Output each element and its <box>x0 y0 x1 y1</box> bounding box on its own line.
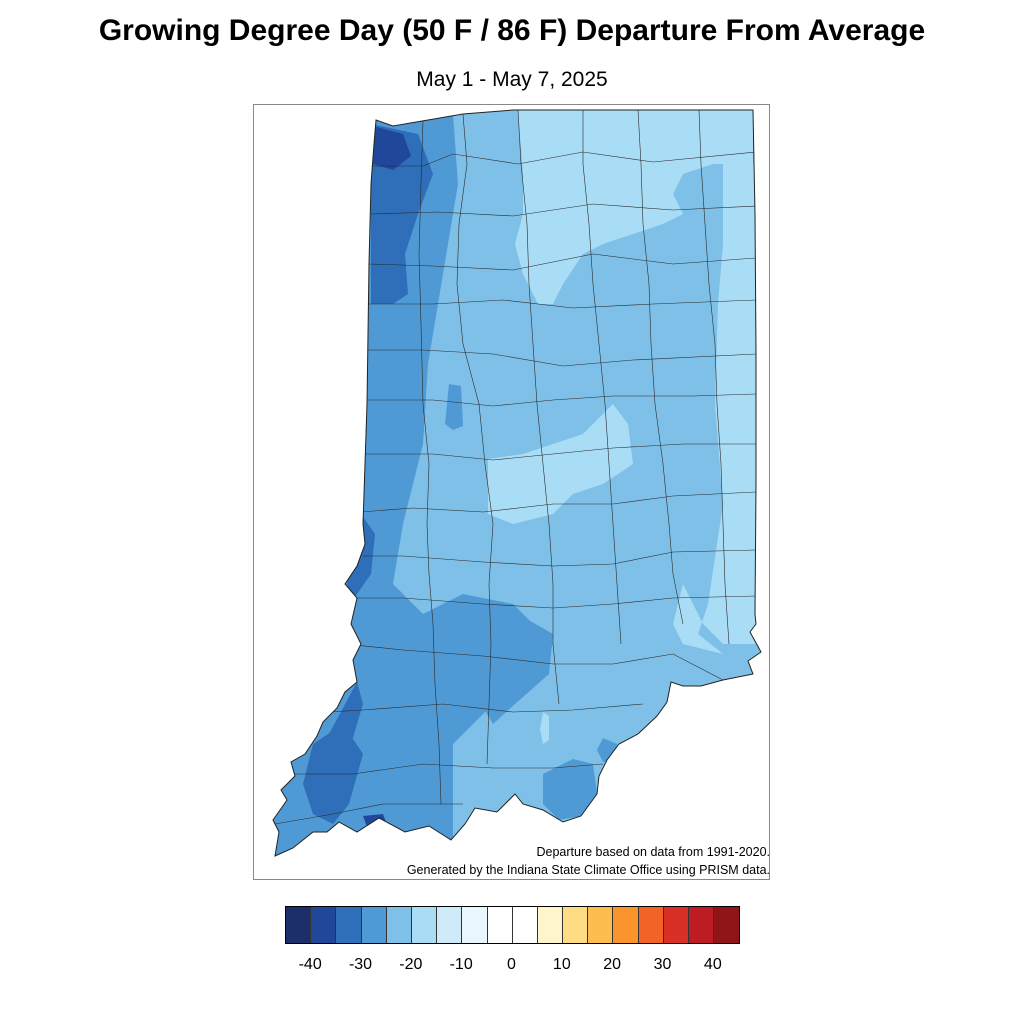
state-outline <box>272 109 762 857</box>
zone-southcentral-25 <box>478 614 553 724</box>
legend-swatch <box>487 907 513 943</box>
legend-ticks: -40 -30 -20 -10 0 10 20 30 40 <box>285 956 738 980</box>
legend-swatch <box>663 907 689 943</box>
county-line <box>366 393 757 407</box>
county-line <box>517 110 560 705</box>
county-line <box>418 119 442 805</box>
county-line <box>698 110 730 645</box>
legend-tick-label: 0 <box>507 956 516 973</box>
county-line <box>360 491 757 513</box>
zone-west-35 <box>347 514 375 604</box>
generated-by-note: Generated by the Indiana State Climate O… <box>406 863 770 877</box>
legend-tick-label: 40 <box>703 956 722 973</box>
zone-northwest-40 <box>373 126 411 170</box>
data-source-note: Departure based on data from 1991-2020. <box>536 845 771 859</box>
county-line <box>368 299 757 309</box>
legend-tick-label: 30 <box>653 956 672 973</box>
legend-swatch <box>537 907 564 943</box>
zone-central-15 <box>488 404 633 524</box>
legend-swatch <box>411 907 438 943</box>
county-line <box>344 643 724 681</box>
zone-south-15 <box>540 712 549 744</box>
legend-swatch <box>286 907 312 943</box>
legend-tick-label: -10 <box>449 956 473 973</box>
county-line <box>456 113 494 765</box>
county-line <box>365 443 756 461</box>
zone-southeast-25 <box>543 759 597 820</box>
legend-swatch <box>361 907 387 943</box>
color-legend <box>285 906 741 944</box>
legend-swatch <box>613 907 639 943</box>
legend-swatch <box>563 907 589 943</box>
legend-tick-label: -20 <box>399 956 423 973</box>
county-boundaries <box>274 110 757 825</box>
legend-swatch <box>512 907 538 943</box>
legend-swatch <box>437 907 463 943</box>
county-line <box>371 151 757 167</box>
county-line <box>367 349 757 367</box>
map-title: Growing Degree Day (50 F / 86 F) Departu… <box>98 14 926 47</box>
zone-westcentral-dot <box>445 384 463 430</box>
zone-east-15 <box>673 164 756 654</box>
county-line <box>582 110 622 645</box>
legend-swatch <box>311 907 337 943</box>
map-subtitle: May 1 - May 7, 2025 <box>416 68 608 91</box>
county-line <box>637 110 684 625</box>
legend-swatch <box>689 907 715 943</box>
county-line <box>368 253 757 271</box>
legend-swatch <box>462 907 488 943</box>
zone-northwest-35 <box>371 124 433 304</box>
county-line <box>370 203 757 217</box>
legend-tick-label: 20 <box>603 956 622 973</box>
legend-tick-label: -40 <box>298 956 322 973</box>
legend-swatch <box>588 907 614 943</box>
legend-swatch <box>714 907 740 943</box>
zone-southwest-35 <box>329 682 363 754</box>
legend-swatch <box>336 907 362 943</box>
map-frame <box>253 104 770 880</box>
legend-swatch <box>386 907 412 943</box>
county-line <box>281 763 604 775</box>
county-line <box>363 549 757 567</box>
legend-tick-label: 10 <box>552 956 571 973</box>
county-line <box>292 703 644 715</box>
legend-tick-label: -30 <box>348 956 373 973</box>
indiana-map <box>272 109 762 857</box>
legend-swatch <box>638 907 664 943</box>
county-line <box>274 803 463 825</box>
